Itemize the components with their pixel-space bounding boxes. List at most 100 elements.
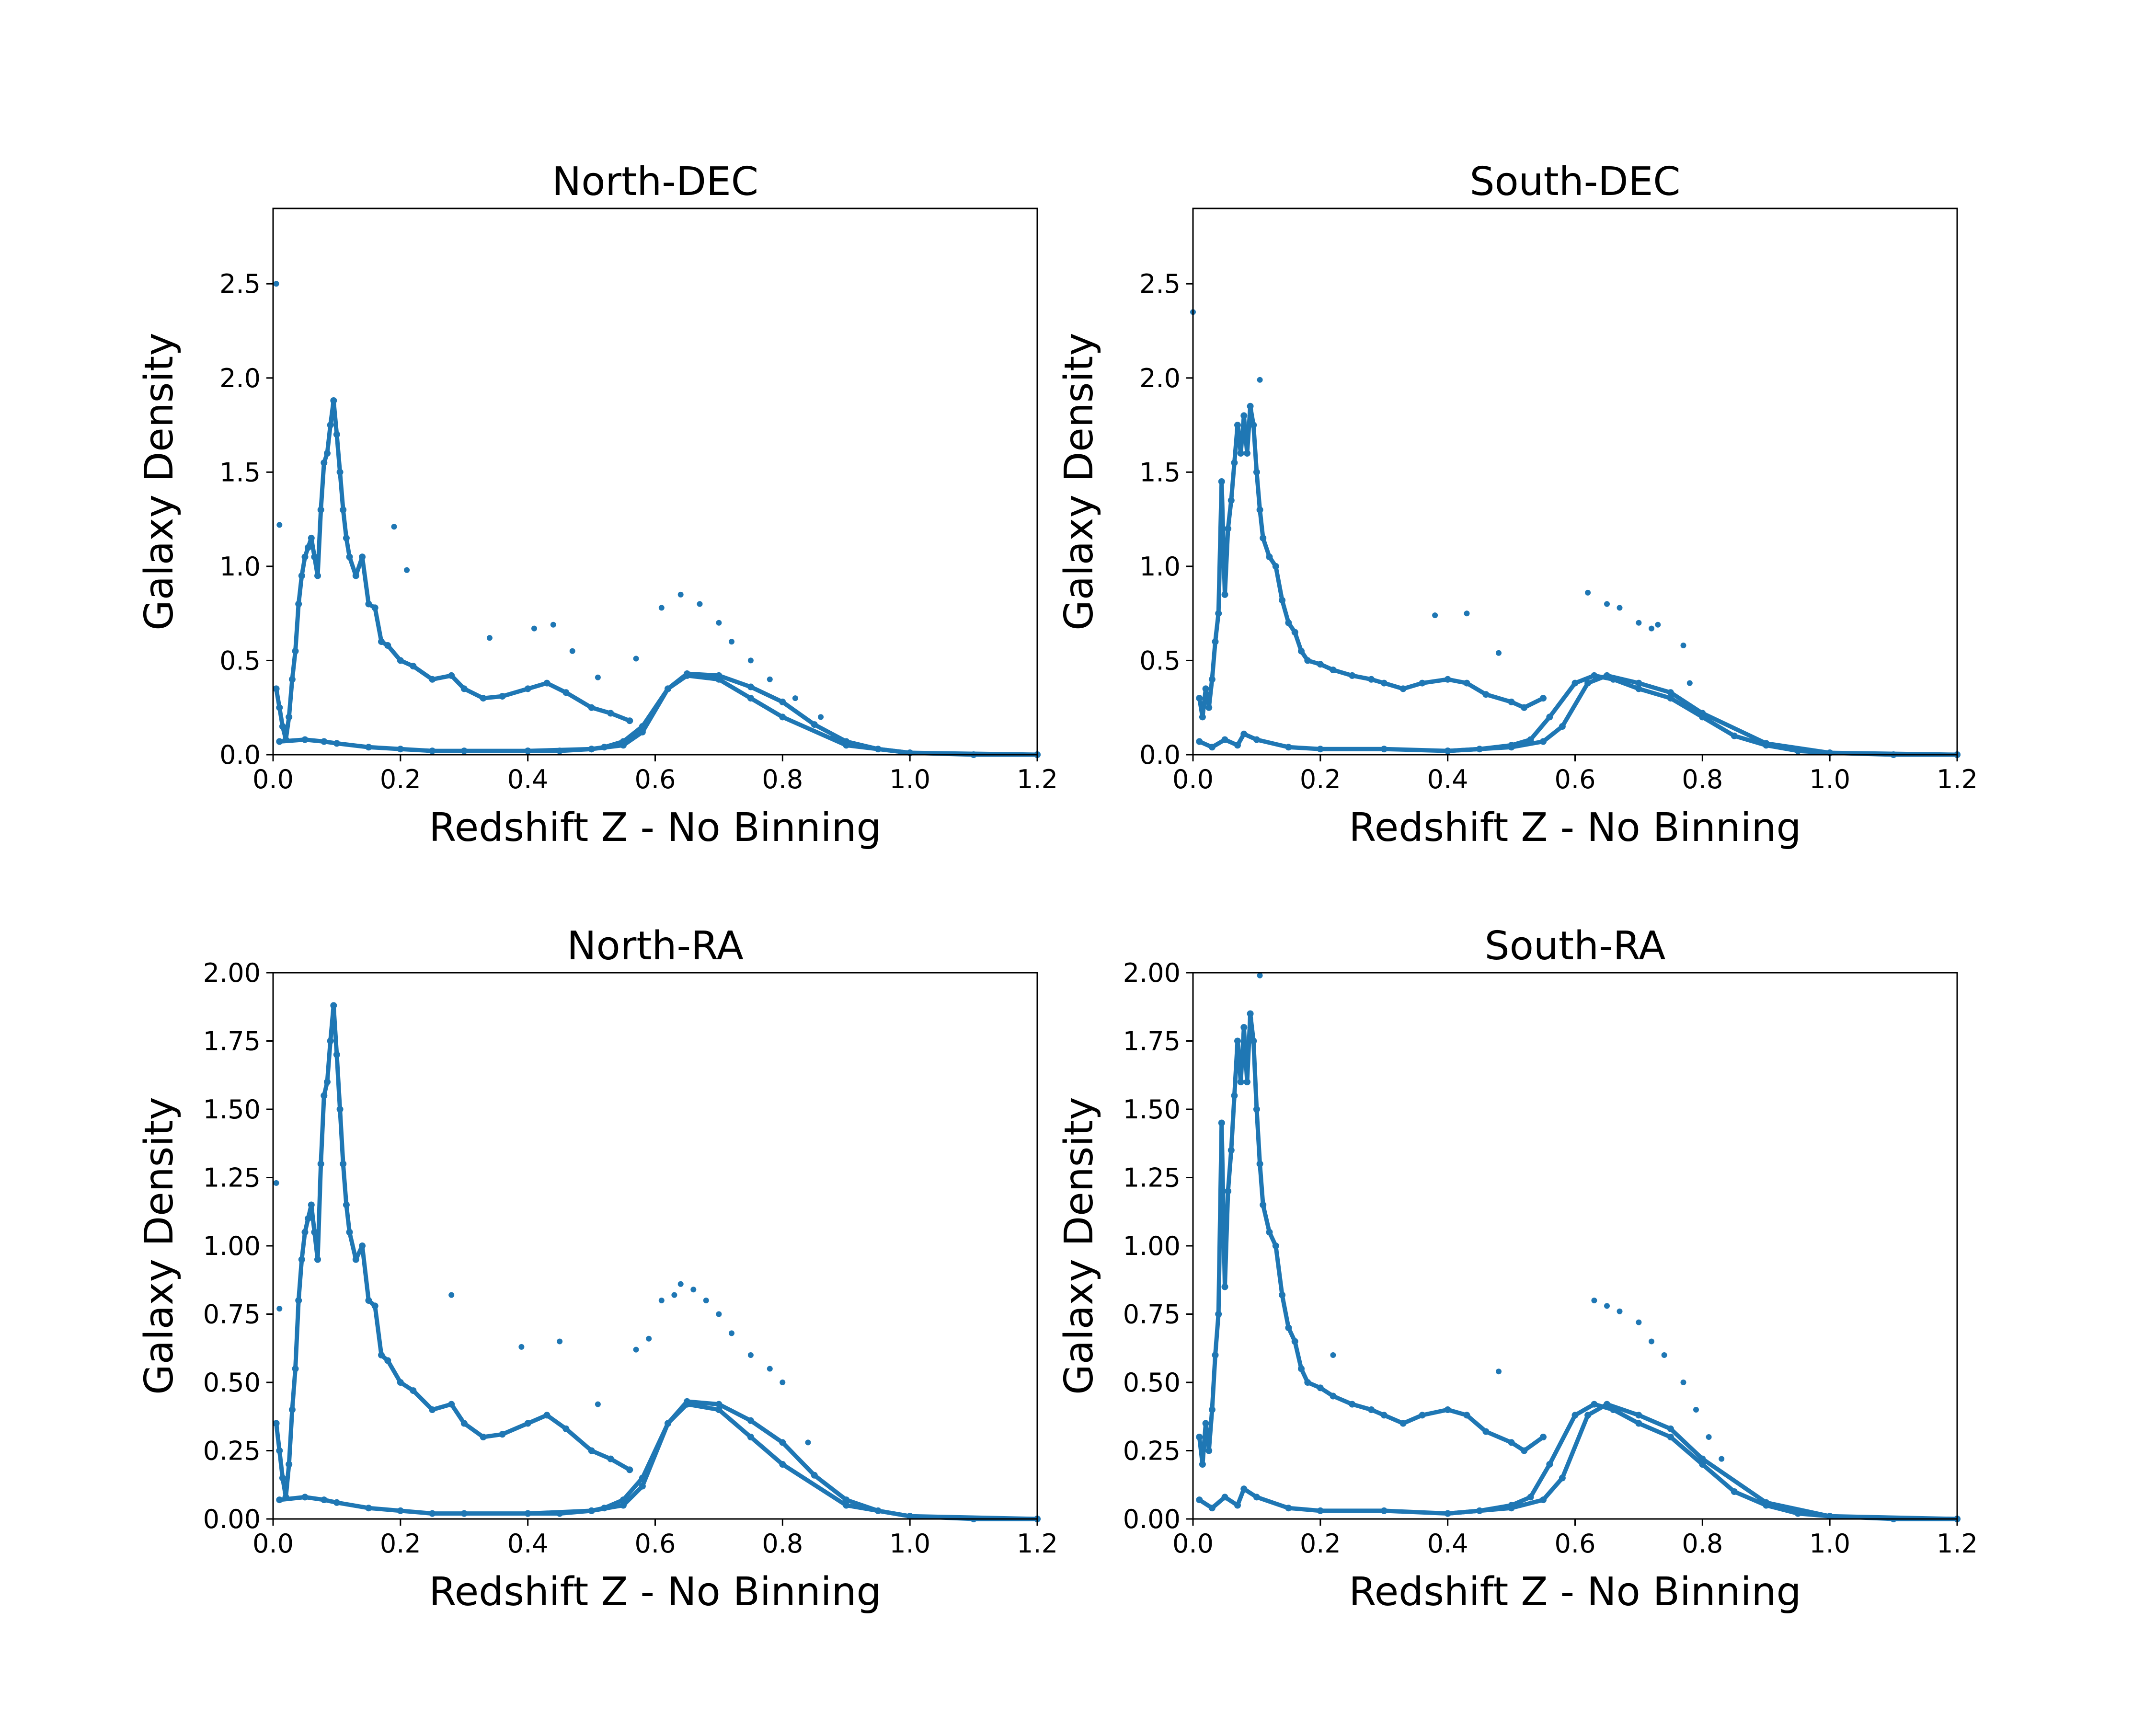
data-point (1508, 1502, 1515, 1509)
data-point (767, 1366, 773, 1372)
x-tick-label: 1.0 (889, 1529, 930, 1559)
data-point (1794, 1510, 1801, 1517)
data-point (1298, 1365, 1305, 1372)
chart-title: North-RA (567, 923, 744, 969)
data-point (779, 713, 786, 721)
data-point (1247, 1010, 1254, 1017)
data-point (531, 625, 537, 632)
plot-frame (272, 972, 1038, 1520)
data-point (1476, 1507, 1483, 1514)
data-point (1221, 591, 1228, 598)
data-point (1635, 679, 1642, 687)
x-tick-label: 0.0 (252, 764, 294, 794)
data-point (460, 748, 468, 755)
data-point (429, 1406, 436, 1413)
data-point (639, 1474, 646, 1482)
data-point (646, 1335, 652, 1342)
data-point (321, 459, 328, 466)
data-point (818, 714, 824, 720)
data-point (588, 1507, 595, 1514)
data-point (1266, 1229, 1273, 1236)
x-tick-label: 1.0 (1809, 1529, 1850, 1559)
data-point (1253, 1494, 1260, 1501)
data-point (1285, 744, 1292, 751)
data-point (1240, 1024, 1248, 1031)
data-point (279, 723, 286, 730)
data-point (480, 1434, 487, 1440)
data-point (1196, 1496, 1203, 1504)
y-tick-label: 1.5 (219, 457, 261, 487)
data-point (301, 553, 309, 561)
data-point (298, 1256, 305, 1263)
data-point (1731, 732, 1738, 739)
data-point (1231, 459, 1238, 466)
data-point (1247, 402, 1254, 410)
x-tick-label: 0.0 (1172, 764, 1214, 794)
y-tick-label: 1.00 (1123, 1231, 1181, 1261)
data-point (1285, 1505, 1292, 1512)
data-point (330, 1002, 337, 1009)
data-point (1399, 1420, 1407, 1427)
data-point (830, 733, 837, 739)
data-point (1432, 612, 1438, 619)
data-point (1667, 689, 1674, 696)
data-point (716, 1311, 722, 1317)
series-line (526, 1399, 1040, 1521)
y-tick-label: 1.0 (1139, 552, 1181, 582)
data-point (811, 721, 818, 728)
data-point (658, 605, 665, 611)
data-point (330, 397, 337, 404)
data-point (1496, 1368, 1502, 1375)
data-point (1240, 412, 1248, 419)
data-point (1508, 698, 1515, 705)
data-point (311, 1229, 318, 1236)
data-point (1559, 723, 1566, 730)
data-point (639, 723, 646, 730)
series-4 (273, 281, 837, 739)
data-point (1260, 1201, 1267, 1208)
data-point (1508, 742, 1515, 749)
x-axis-label: Redshift Z - No Binning (1349, 805, 1801, 851)
data-point (747, 657, 754, 664)
data-point (397, 657, 404, 664)
data-point (1266, 553, 1273, 561)
y-tick-label: 1.75 (203, 1026, 261, 1057)
data-point (1368, 1406, 1375, 1413)
data-point (588, 746, 595, 753)
data-point (276, 704, 283, 711)
x-tick-label: 0.8 (1682, 1529, 1723, 1559)
data-point (295, 1297, 302, 1304)
data-point (273, 1420, 280, 1427)
y-tick-label: 2.5 (219, 269, 261, 299)
series-2 (1196, 672, 1961, 758)
data-point (321, 738, 328, 745)
data-point (1540, 1496, 1547, 1504)
data-point (1256, 1161, 1263, 1167)
data-point (562, 689, 570, 696)
data-point (499, 693, 506, 700)
data-point (378, 638, 385, 645)
data-point (1349, 672, 1356, 679)
data-point (1636, 1319, 1642, 1325)
data-point (1719, 1456, 1725, 1462)
data-point (780, 1380, 786, 1385)
x-tick-label: 0.6 (635, 764, 676, 794)
data-point (397, 1379, 404, 1386)
y-tick-label: 1.00 (203, 1231, 261, 1261)
y-tick-label: 0.50 (1123, 1368, 1181, 1398)
data-point (1794, 748, 1801, 755)
data-point (716, 620, 722, 626)
data-point (557, 1338, 563, 1345)
series-line (1197, 1402, 1960, 1521)
data-point (671, 1292, 677, 1298)
data-point (747, 1352, 754, 1358)
data-point (391, 524, 397, 530)
data-point (1419, 679, 1426, 687)
data-point (324, 450, 331, 457)
data-point (1444, 1406, 1451, 1413)
data-point (1380, 746, 1388, 753)
data-point (410, 1387, 417, 1394)
data-point (276, 522, 283, 528)
y-tick-label: 0.75 (203, 1300, 261, 1330)
data-point (1585, 589, 1591, 596)
